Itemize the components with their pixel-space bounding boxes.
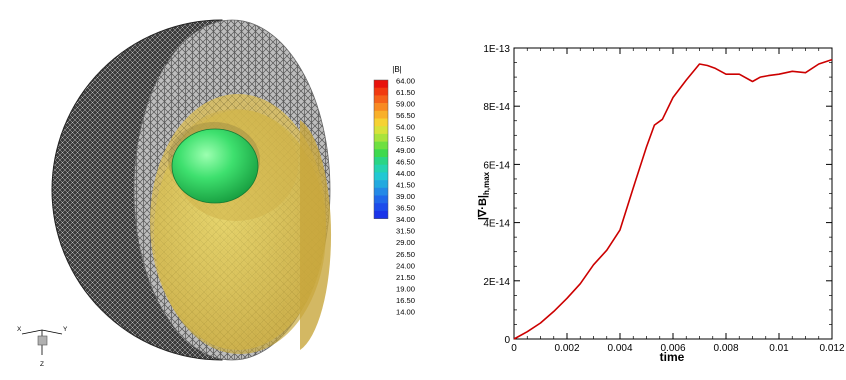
colorbar-segment xyxy=(374,103,388,112)
colorbar-segment xyxy=(374,180,388,189)
colorbar-level-label: 26.50 xyxy=(396,250,415,259)
colorbar-level-label: 51.50 xyxy=(396,134,415,143)
plot-frame xyxy=(513,47,833,340)
y-tick-label: 6E-14 xyxy=(483,160,510,171)
colorbar-level-label: 24.00 xyxy=(396,261,415,270)
axis-z-label: Z xyxy=(40,361,44,368)
3d-visualization-panel: |B| 64.00 61.50 59.00 56.50 54.00 51.50 49.00 4… xyxy=(17,19,415,368)
x-tick-label: 0.002 xyxy=(554,343,579,354)
colorbar-level-label: 54.00 xyxy=(396,123,415,132)
colorbar-segment xyxy=(374,87,388,96)
legend-title: |B| xyxy=(392,65,402,74)
colorbar-segment xyxy=(374,133,388,142)
colorbar-level-label: 49.00 xyxy=(396,146,415,155)
colorbar-segment xyxy=(374,95,388,104)
series-layer xyxy=(513,58,833,340)
x-tick-label: 0.012 xyxy=(819,343,844,354)
line-chart-panel: 0 2E-14 4E-14 6E-14 8E-14 1E-13 0 0.002 0.004 0.… xyxy=(430,0,846,375)
x-axis-label: time xyxy=(660,350,685,364)
colorbar-level-label: 56.50 xyxy=(396,111,415,120)
colorbar-segment xyxy=(374,80,388,88)
axis-triad: X Y Z xyxy=(17,326,68,368)
x-tick-label: 0.008 xyxy=(713,343,738,354)
colorbar-segment xyxy=(374,157,388,165)
y-tick-label: 1E-13 xyxy=(483,44,510,55)
cut-sphere-mesh xyxy=(51,19,332,361)
x-tick-label: 0.01 xyxy=(769,343,789,354)
y-axis-label: |∇·B|h,max xyxy=(477,171,491,220)
colorbar-level-label: 16.50 xyxy=(396,296,415,305)
y-tick-label: 4E-14 xyxy=(483,219,510,230)
x-tick-label: 0.006 xyxy=(660,343,685,354)
colorbar-level-label: 61.50 xyxy=(396,88,415,97)
colorbar-level-label: 41.50 xyxy=(396,180,415,189)
colorbar-level-label: 44.00 xyxy=(396,169,415,178)
colorbar-level-label: 14.00 xyxy=(396,308,415,317)
colorbar-segment xyxy=(374,118,388,127)
x-tick-label: 0 xyxy=(511,343,517,354)
series-line xyxy=(513,58,833,340)
colorbar-segment xyxy=(374,164,388,173)
x-axis: 0 0.002 0.004 0.006 0.008 0.01 0.012 xyxy=(511,48,845,354)
colorbar-level-label: 21.50 xyxy=(396,273,415,282)
y-tick-label: 8E-14 xyxy=(483,102,510,113)
colorbar-segment xyxy=(374,126,388,135)
axis-x-label: X xyxy=(17,326,22,333)
colorbar-level-label: 39.00 xyxy=(396,192,415,201)
colorbar-legend: |B| 64.00 61.50 59.00 56.50 54.00 51.50 49.00 4… xyxy=(373,65,415,317)
colorbar-level-label: 34.00 xyxy=(396,215,415,224)
colorbar-segment xyxy=(374,203,388,212)
colorbar-segment xyxy=(374,149,388,158)
y-tick-label: 0 xyxy=(504,335,510,346)
y-tick-label: 2E-14 xyxy=(483,277,510,288)
colorbar-segment xyxy=(374,172,388,181)
colorbar-level-label: 64.00 xyxy=(396,77,415,86)
colorbar-level-label: 19.00 xyxy=(396,284,415,293)
colorbar-segment xyxy=(374,187,388,196)
colorbar-level-label: 59.00 xyxy=(396,100,415,109)
y-axis: 0 2E-14 4E-14 6E-14 8E-14 1E-13 xyxy=(483,44,832,346)
colorbar-level-label: 36.50 xyxy=(396,204,415,213)
colorbar-level-label: 29.00 xyxy=(396,238,415,247)
axis-y-label: Y xyxy=(63,326,68,333)
x-tick-label: 0.004 xyxy=(607,343,632,354)
colorbar-segment xyxy=(374,110,388,119)
colorbar-level-label: 46.50 xyxy=(396,157,415,166)
colorbar-segment xyxy=(374,195,388,204)
colorbar-level-label: 31.50 xyxy=(396,227,415,236)
colorbar-segment xyxy=(374,141,388,150)
colorbar-segment xyxy=(374,210,388,219)
